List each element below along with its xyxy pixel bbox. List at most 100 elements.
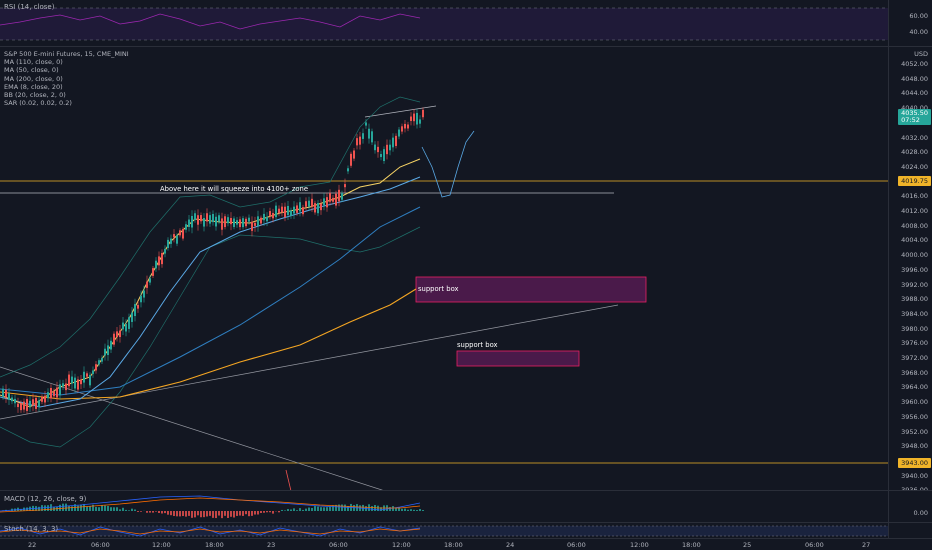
candle-body [41,396,43,402]
macd-bar [107,505,109,511]
price-tick: 4012.00 [901,207,928,215]
candle-body [2,388,4,397]
macd-bar [329,506,331,511]
macd-bar [239,511,241,516]
time-tick: 06:00 [329,541,348,549]
candle-body [20,403,22,411]
candle-body [347,168,349,172]
macd-bar [323,507,325,511]
candle-body [317,203,319,214]
time-tick: 06:00 [805,541,824,549]
candle-body [356,138,358,146]
price-tick: 4000.00 [901,251,928,260]
macd-bar [410,509,412,511]
price-tick: 3996.00 [901,265,928,274]
candle-body [149,278,151,283]
legend-sar[interactable]: SAR (0.02, 0.02, 0.2) [4,99,72,108]
macd-bar [188,511,190,516]
candle-body [257,216,259,227]
legend-ma110[interactable]: MA (110, close, 0) [4,58,63,67]
candle-body [197,215,199,225]
macd-bar [242,511,244,516]
macd-axis[interactable]: 0.00 [888,491,932,522]
macd-bar [158,511,160,514]
macd-bar [47,505,49,511]
candle-body [146,281,148,288]
price-tick: 3972.00 [901,354,928,362]
price-tick: 4032.00 [901,133,928,142]
candle-body [314,203,316,213]
candle-body [173,234,175,238]
candle-body [275,205,277,218]
candle-body [131,312,133,322]
bb-lower [0,226,421,448]
candle-body [422,109,424,118]
macd-bar [38,506,40,511]
rsi-plot [0,7,888,41]
macd-bar [281,509,283,511]
macd-bar [146,511,148,513]
macd-bar [320,507,322,511]
legend-bb[interactable]: BB (20, close, 2, 0) [4,91,66,100]
macd-bar [272,511,274,514]
symbol-title[interactable]: S&P 500 E-mini Futures, 15, CME_MINI [4,50,129,58]
support-box-label-2[interactable]: support box [457,341,498,349]
macd-bar [68,505,70,511]
candle-body [383,149,385,162]
candle-body [266,216,268,222]
candle-body [302,207,304,215]
macd-bar [80,504,82,511]
macd-bar [389,507,391,511]
candle-body [362,133,364,139]
legend-ma200[interactable]: MA (200, close, 0) [4,74,63,83]
legend-ema8[interactable]: EMA (8, close, 20) [4,82,63,91]
macd-bar [128,510,130,511]
macd-bar [326,507,328,511]
macd-bar [236,511,238,516]
support-box-label-1[interactable]: support box [418,285,459,293]
macd-bar [221,511,223,519]
candle-body [344,184,346,188]
candle-body [98,360,100,365]
candle-body [326,197,328,208]
rsi-pane[interactable]: RSI (14, close) 60.00 40.00 [0,0,932,46]
stoch-d-line [0,528,421,535]
macd-bar [299,508,301,511]
red-marker [285,469,292,490]
macd-bar [89,506,91,511]
macd-bar [254,511,256,515]
candle-body [374,144,376,151]
macd-bar [104,505,106,511]
macd-bar [101,505,103,511]
macd-bar [155,511,157,512]
legend-ma50[interactable]: MA (50, close, 0) [4,66,59,75]
price-pane[interactable]: S&P 500 E-mini Futures, 15, CME_MINI MA … [0,46,932,490]
candle-body [320,203,322,211]
time-axis[interactable]: 22 06:00 12:00 18:00 23 06:00 12:00 18:00 24 06:0… [0,538,932,550]
macd-bar [206,511,208,517]
rsi-axis[interactable]: 60.00 40.00 [888,0,932,46]
channel-top-line [364,105,437,118]
stoch-pane[interactable]: Stoch (14, 3, 3) [0,522,932,538]
squeeze-annotation[interactable]: Above here it will squeeze into 4100+ zo… [160,185,309,193]
macd-bar [50,504,52,511]
time-tick: 06:00 [91,541,110,549]
candle-body [296,205,298,213]
candle-body [215,216,217,227]
macd-bar [302,509,304,511]
time-tick: 27 [862,541,871,549]
candle-body [116,331,118,338]
macd-bar [179,511,181,517]
macd-bar [170,511,172,516]
candle-body [26,399,28,411]
candle-body [170,238,172,244]
macd-bar [305,508,307,511]
candle-body [38,400,40,408]
macd-pane[interactable]: MACD (12, 26, close, 9) 0.00 [0,490,932,522]
candle-body [110,340,112,350]
time-tick: 12:00 [152,541,171,549]
macd-bar [263,511,265,513]
candle-body [236,220,238,225]
candle-body [365,122,367,126]
stoch-axis[interactable] [888,523,932,538]
